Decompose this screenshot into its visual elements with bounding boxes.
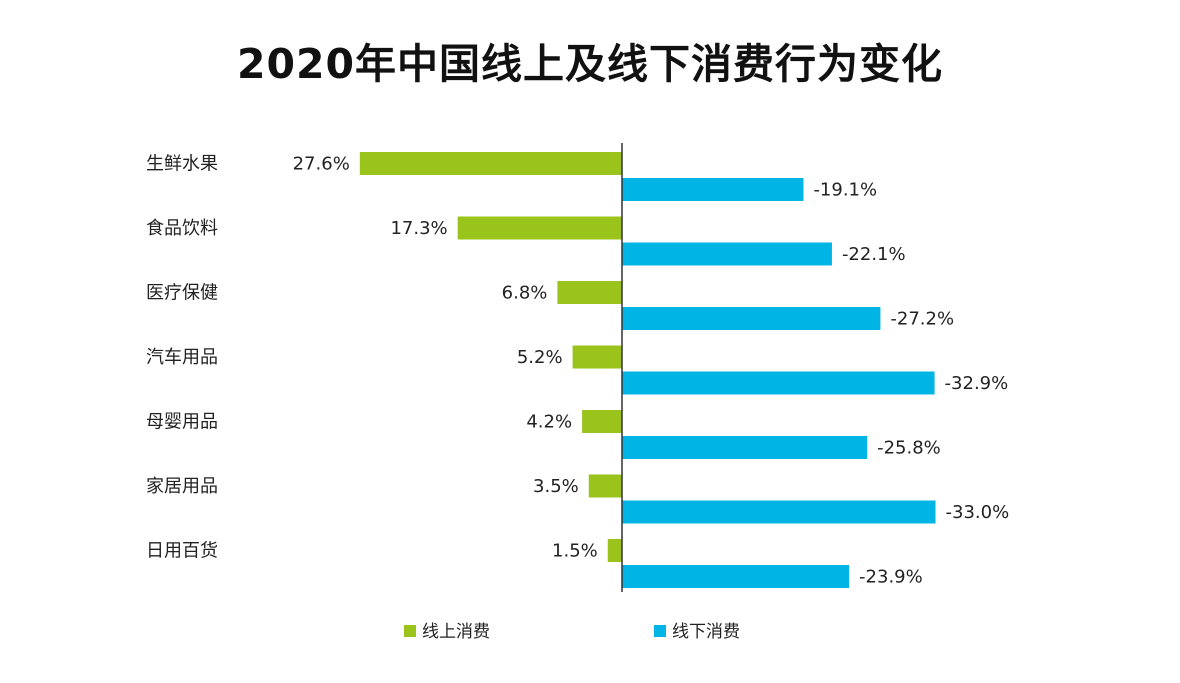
category-label: 医疗保健 (146, 283, 218, 304)
data-label-offline: -22.1% (842, 244, 906, 265)
bar-online (582, 410, 622, 433)
legend-swatch-offline (654, 625, 666, 637)
chart-title: 2020年中国线上及线下消费行为变化 (236, 40, 944, 88)
data-label-offline: -23.9% (859, 567, 923, 588)
data-label-online: 27.6% (293, 154, 350, 175)
data-label-offline: -25.8% (877, 438, 941, 459)
bar-online (607, 539, 622, 562)
data-label-offline: -19.1% (813, 180, 877, 201)
category-label: 生鲜水果 (146, 154, 218, 175)
bar-online (359, 152, 622, 175)
legend-label-offline: 线下消费 (672, 622, 740, 642)
data-label-offline: -33.0% (946, 502, 1010, 523)
bar-offline (622, 178, 804, 201)
bar-online (588, 474, 622, 498)
bar-offline (622, 242, 832, 266)
legend-swatch-online (404, 625, 416, 637)
category-label: 家居用品 (146, 476, 218, 497)
data-label-offline: -32.9% (945, 373, 1009, 394)
category-label: 母婴用品 (146, 412, 218, 433)
bar-offline (622, 371, 935, 395)
bar-online (557, 281, 622, 304)
legend-label-online: 线上消费 (422, 622, 490, 642)
bar-offline (622, 500, 936, 524)
bar-offline (622, 565, 850, 588)
data-label-online: 6.8% (502, 283, 548, 304)
data-label-online: 3.5% (533, 476, 579, 497)
category-label: 汽车用品 (146, 347, 218, 368)
data-label-online: 4.2% (526, 412, 572, 433)
bar-online (457, 216, 622, 240)
category-label: 食品饮料 (146, 218, 218, 239)
bar-offline (622, 307, 881, 330)
bar-online (572, 345, 622, 369)
data-label-online: 5.2% (517, 347, 563, 368)
data-label-offline: -27.2% (890, 309, 954, 330)
category-label: 日用百货 (146, 541, 218, 562)
data-label-online: 17.3% (390, 218, 447, 239)
data-label-online: 1.5% (552, 541, 598, 562)
bar-offline (622, 436, 868, 459)
